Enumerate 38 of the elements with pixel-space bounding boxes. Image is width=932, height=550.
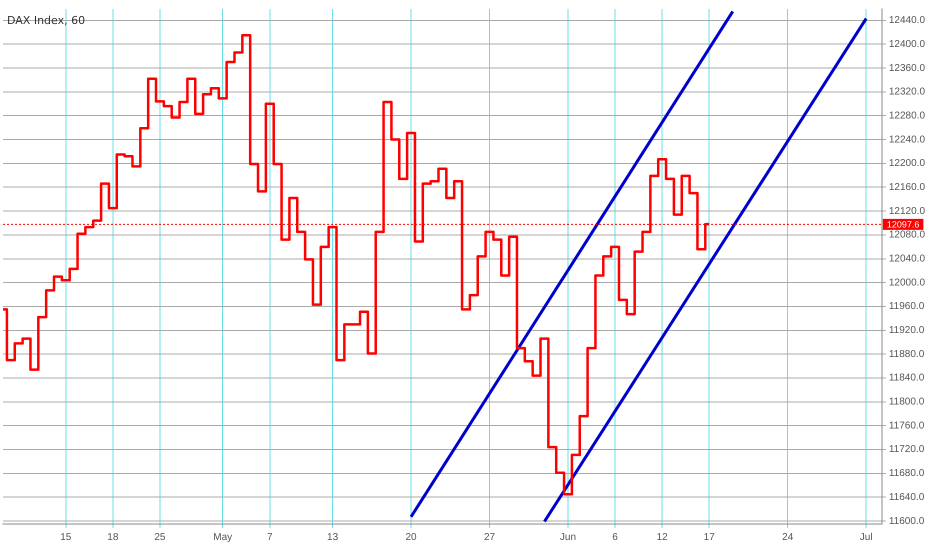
x-tick-label: 6 — [612, 532, 618, 543]
x-tick-label: 17 — [704, 532, 716, 543]
x-tick-label: 18 — [107, 532, 119, 543]
x-tick-label: 20 — [405, 532, 418, 543]
y-tick-label: 12280.0 — [888, 110, 926, 122]
y-tick-label: 11600.0 — [888, 516, 925, 527]
y-tick-label: 12400.0 — [888, 38, 926, 50]
y-tick-label: 12000.0 — [888, 277, 926, 288]
y-tick-label: 11800.0 — [888, 396, 925, 408]
x-tick-label: 24 — [782, 532, 794, 543]
y-tick-label: 12160.0 — [888, 182, 926, 193]
x-tick-label: Jul — [860, 532, 873, 543]
y-tick-label: 11760.0 — [888, 420, 925, 432]
y-tick-label: 12040.0 — [888, 254, 926, 264]
x-tick-label: 7 — [267, 532, 274, 543]
y-tick-label: 11920.0 — [888, 325, 925, 336]
y-tick-label: 11720.0 — [888, 444, 925, 456]
x-tick-label: 13 — [327, 532, 339, 543]
y-tick-label: 12360.0 — [888, 62, 926, 74]
ref-line-label: 12097.6 — [886, 219, 920, 230]
y-tick-label: 12240.0 — [888, 134, 926, 146]
y-tick-label: 12200.0 — [888, 158, 926, 170]
y-tick-label: 11880.0 — [888, 348, 925, 360]
x-tick-label: 25 — [154, 532, 166, 543]
x-tick-label: 15 — [60, 532, 72, 543]
x-tick-label: May — [213, 532, 232, 543]
y-tick-label: 12120.0 — [888, 206, 926, 217]
y-tick-label: 11960.0 — [888, 301, 925, 312]
y-tick-label: 12440.0 — [888, 15, 926, 26]
y-tick-label: 12080.0 — [888, 230, 926, 241]
y-tick-label: 11640.0 — [888, 492, 925, 503]
y-tick-label: 12320.0 — [888, 86, 926, 98]
x-tick-label: 12 — [656, 532, 668, 543]
x-tick-label: 27 — [484, 532, 496, 543]
x-tick-label: Jun — [560, 532, 576, 543]
y-tick-label: 11680.0 — [888, 468, 925, 480]
text: DAX Index, 60 — [7, 14, 86, 27]
y-tick-label: 11840.0 — [888, 372, 925, 384]
